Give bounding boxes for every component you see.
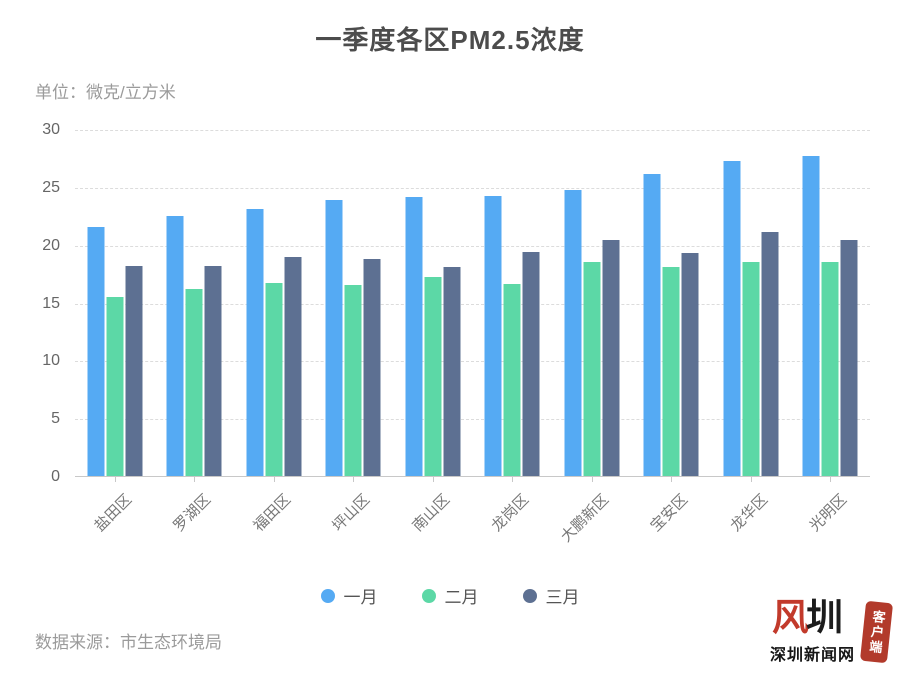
x-axis-label-坪山区: 坪山区 [329,491,374,535]
bar-光明区-二月 [821,262,839,476]
bar-宝安区-三月 [681,252,699,476]
brand-glyph-red: 风 [772,597,809,638]
gridline-30 [75,130,870,131]
bar-group-坪山区 [325,199,381,476]
bar-福田区-三月 [284,257,302,476]
bar-group-罗湖区 [166,215,222,476]
bar-龙华区-二月 [742,262,760,476]
data-source-label: 数据来源：市生态环境局 [35,633,222,652]
bar-坪山区-三月 [363,258,381,476]
bar-大鹏新区-二月 [583,262,601,476]
x-axis-tick [353,477,355,482]
x-axis-label-福田区: 福田区 [250,491,294,535]
x-axis-label-龙岗区: 龙岗区 [488,491,533,535]
unit-label: 单位：微克/立方米 [35,83,176,102]
legend-label-january: 一月 [343,588,378,607]
bar-龙岗区-二月 [503,284,521,476]
legend-item-february: 二月 [421,583,479,608]
x-axis-tick [512,477,514,482]
bar-group-龙岗区 [484,196,540,476]
brand-site-name: 深圳新闻网 [770,647,856,664]
y-axis-label-25: 25 [42,178,60,196]
x-axis-tick [671,477,673,482]
gridline-5 [75,419,870,421]
bar-盐田区-三月 [125,265,143,476]
legend-marker-march-icon [522,588,537,603]
x-axis-tick [750,477,752,482]
legend-label-february: 二月 [444,588,479,607]
brand-glyph-black: 圳 [806,597,843,638]
bar-罗湖区-一月 [166,215,184,476]
bar-罗湖区-二月 [185,288,203,476]
bar-group-大鹏新区 [564,190,620,476]
x-axis-tick [591,477,593,482]
brand-logo: 风圳 深圳新闻网 客户端 [770,597,894,673]
legend-label-march: 三月 [545,588,580,607]
x-axis-tick [432,477,434,482]
x-axis-label-盐田区: 盐田区 [91,491,135,535]
bar-宝安区-二月 [662,266,680,476]
x-axis-tick [273,477,275,482]
bar-group-宝安区 [643,174,699,476]
bar-龙岗区-一月 [484,196,502,476]
x-axis-tick [830,477,832,482]
gridline-20 [75,245,870,247]
legend-marker-february-icon [421,588,436,603]
x-axis-tick [114,477,116,482]
y-axis-label-30: 30 [42,121,60,138]
bar-group-盐田区 [87,227,143,476]
bar-南山区-一月 [405,197,423,476]
bar-南山区-三月 [443,266,461,476]
bar-福田区-二月 [265,282,283,476]
gridline-10 [75,361,870,363]
bar-龙华区-一月 [723,161,741,476]
bar-group-福田区 [246,208,302,476]
y-axis-label-15: 15 [42,294,60,312]
x-axis-tick [194,477,196,482]
bar-福田区-一月 [246,208,264,476]
bar-宝安区-一月 [643,174,661,476]
bar-group-龙华区 [723,161,779,476]
x-axis-label-罗湖区: 罗湖区 [170,491,215,535]
x-axis-label-宝安区: 宝安区 [647,491,692,535]
gridline-25 [75,187,870,189]
x-axis-label-光明区: 光明区 [806,491,851,535]
bar-光明区-三月 [840,240,858,476]
bar-盐田区-二月 [106,296,124,476]
brand-client-badge: 客户端 [859,600,894,664]
y-axis-label-20: 20 [42,236,60,254]
x-axis-label-大鹏新区: 大鹏新区 [557,491,612,546]
chart-title: 一季度各区PM2.5浓度 [315,25,585,55]
bar-龙岗区-三月 [522,251,540,476]
brand-glyph-icon: 风圳 [772,597,843,638]
bar-坪山区-二月 [344,285,362,476]
legend-marker-january-icon [320,588,335,603]
x-axis-label-龙华区: 龙华区 [727,491,771,535]
bar-光明区-一月 [802,155,820,476]
y-axis-label-10: 10 [42,352,60,370]
bar-罗湖区-三月 [204,265,222,476]
bar-龙华区-三月 [761,231,779,476]
x-axis-label-南山区: 南山区 [409,491,453,535]
bar-group-南山区 [405,197,461,476]
bar-大鹏新区-一月 [564,190,582,476]
plot-area: 0 5 10 15 20 25 30 盐田区 罗湖区 福田区 坪山区 南山区 龙岗区 大鹏新区 宝安区 龙华区… [42,121,870,546]
bar-大鹏新区-三月 [602,240,620,476]
bar-group-光明区 [802,155,858,476]
y-axis-label-0: 0 [51,468,60,485]
bar-坪山区-一月 [325,199,343,476]
gridline-15 [75,303,870,305]
chart-legend: 一月 二月 三月 [0,583,900,608]
legend-item-march: 三月 [522,583,580,608]
bar-南山区-二月 [424,277,442,476]
y-axis-label-5: 5 [51,410,60,428]
bar-盐田区-一月 [87,227,105,476]
legend-item-january: 一月 [320,583,378,608]
